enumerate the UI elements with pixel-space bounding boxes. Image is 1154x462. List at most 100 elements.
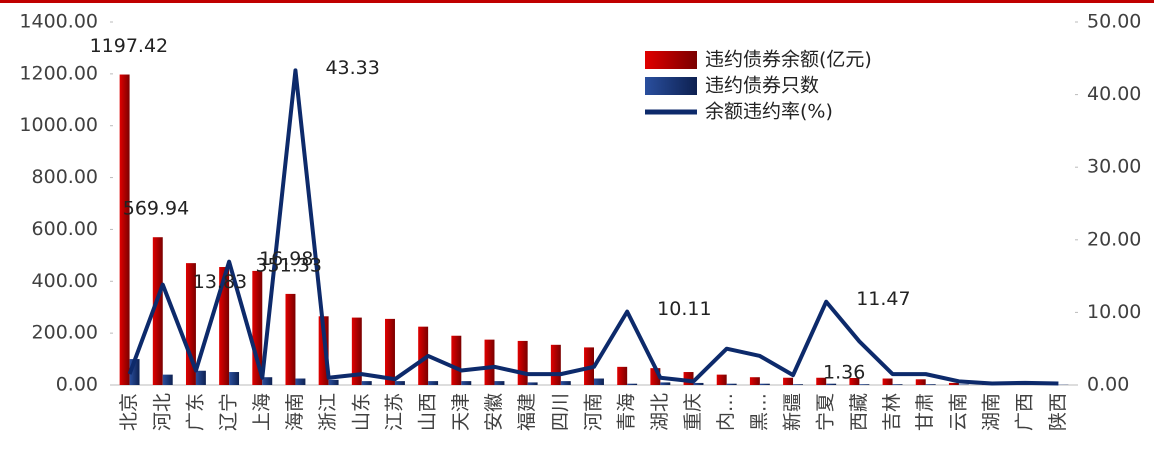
legend-swatch bbox=[645, 77, 697, 95]
legend-swatch bbox=[645, 51, 697, 69]
bar bbox=[550, 344, 561, 385]
bar bbox=[351, 317, 362, 385]
x-tick-label: 宁夏 bbox=[815, 393, 837, 431]
bar bbox=[617, 366, 628, 385]
bar bbox=[484, 339, 495, 385]
bar bbox=[560, 381, 571, 385]
x-tick-label: 江苏 bbox=[383, 393, 405, 431]
y-tick-label: 0.00 bbox=[56, 374, 98, 396]
bar bbox=[494, 381, 505, 385]
x-tick-label: 西藏 bbox=[848, 393, 870, 431]
x-tick-label: 湖北 bbox=[649, 393, 671, 431]
bar bbox=[119, 74, 130, 386]
x-tick-label: 辽宁 bbox=[218, 393, 240, 431]
x-tick-label: 福建 bbox=[516, 393, 538, 431]
bar bbox=[915, 379, 926, 385]
x-tick-label: 山东 bbox=[350, 393, 372, 431]
line-label: 1.36 bbox=[823, 362, 865, 384]
legend-label: 违约债券只数 bbox=[705, 75, 819, 97]
bar bbox=[594, 378, 604, 385]
bar bbox=[262, 377, 273, 385]
y2-tick-label: 30.00 bbox=[1087, 156, 1141, 178]
bar bbox=[328, 379, 339, 385]
bar bbox=[385, 318, 395, 385]
y2-tick-label: 0.00 bbox=[1087, 374, 1129, 396]
bar bbox=[627, 383, 638, 385]
y2-tick-label: 50.00 bbox=[1087, 11, 1141, 33]
x-tick-label: 吉林 bbox=[881, 393, 903, 431]
bar bbox=[660, 382, 671, 385]
bar bbox=[252, 270, 263, 385]
x-tick-label: 黑… bbox=[748, 393, 770, 431]
y-tick-label: 1400.00 bbox=[19, 11, 98, 33]
bar-label: 351.33 bbox=[255, 254, 321, 276]
x-tick-label: 海南 bbox=[284, 393, 306, 431]
bar bbox=[849, 377, 860, 385]
bar bbox=[826, 383, 837, 385]
x-tick-label: 山西 bbox=[417, 393, 439, 431]
line-label: 43.33 bbox=[325, 57, 379, 79]
y2-tick-label: 10.00 bbox=[1087, 301, 1141, 323]
bar bbox=[793, 384, 803, 385]
bar bbox=[461, 381, 472, 385]
bar bbox=[428, 381, 439, 385]
bar bbox=[295, 378, 306, 385]
bar bbox=[726, 383, 737, 385]
x-tick-label: 河北 bbox=[151, 393, 173, 431]
bar bbox=[527, 382, 538, 385]
x-tick-label: 云南 bbox=[947, 393, 969, 431]
y-tick-label: 1000.00 bbox=[19, 114, 98, 136]
bar-label: 569.94 bbox=[123, 198, 189, 220]
x-tick-label: 甘肃 bbox=[914, 393, 936, 431]
bar bbox=[361, 381, 372, 385]
x-tick-label: 北京 bbox=[118, 393, 140, 431]
bar bbox=[318, 316, 329, 385]
bar bbox=[219, 267, 230, 385]
line-label: 10.11 bbox=[657, 298, 711, 320]
bar bbox=[451, 335, 462, 385]
x-tick-label: 安徽 bbox=[483, 393, 505, 431]
bar bbox=[859, 384, 870, 385]
bar bbox=[783, 377, 794, 385]
y2-tick-label: 40.00 bbox=[1087, 83, 1141, 105]
x-tick-label: 陕西 bbox=[1047, 393, 1069, 431]
bar bbox=[229, 372, 240, 385]
bar bbox=[517, 340, 528, 385]
bar bbox=[948, 382, 959, 385]
x-tick-label: 重庆 bbox=[682, 393, 704, 431]
bar bbox=[285, 293, 296, 385]
bar bbox=[185, 263, 196, 385]
x-tick-label: 四川 bbox=[549, 393, 571, 431]
bar bbox=[650, 368, 661, 385]
y-tick-label: 200.00 bbox=[32, 322, 98, 344]
x-tick-label: 内… bbox=[715, 393, 737, 431]
line-label: 16.98 bbox=[259, 248, 313, 270]
line-label: 13.83 bbox=[193, 271, 247, 293]
bar bbox=[816, 377, 827, 385]
y-tick-label: 400.00 bbox=[32, 270, 98, 292]
x-tick-label: 新疆 bbox=[782, 393, 804, 431]
bar bbox=[693, 382, 704, 385]
bar bbox=[716, 374, 727, 385]
x-tick-label: 广东 bbox=[184, 393, 206, 431]
top-border bbox=[0, 0, 1154, 3]
bar bbox=[958, 384, 969, 385]
x-tick-label: 湖南 bbox=[981, 393, 1003, 431]
bar-label: 1197.42 bbox=[90, 35, 169, 57]
y-tick-label: 600.00 bbox=[32, 218, 98, 240]
x-tick-label: 天津 bbox=[450, 393, 472, 431]
bar bbox=[418, 326, 429, 385]
bar bbox=[749, 377, 760, 385]
bar bbox=[394, 381, 405, 385]
bar bbox=[129, 359, 140, 385]
bar bbox=[759, 383, 770, 385]
bar bbox=[195, 370, 206, 385]
x-tick-label: 浙江 bbox=[317, 393, 339, 431]
legend-label: 余额违约率(%) bbox=[705, 101, 833, 123]
x-tick-label: 上海 bbox=[251, 393, 273, 431]
y2-tick-label: 20.00 bbox=[1087, 228, 1141, 250]
bar bbox=[925, 384, 936, 385]
y-tick-label: 1200.00 bbox=[19, 62, 98, 84]
x-tick-label: 广西 bbox=[1014, 393, 1036, 431]
